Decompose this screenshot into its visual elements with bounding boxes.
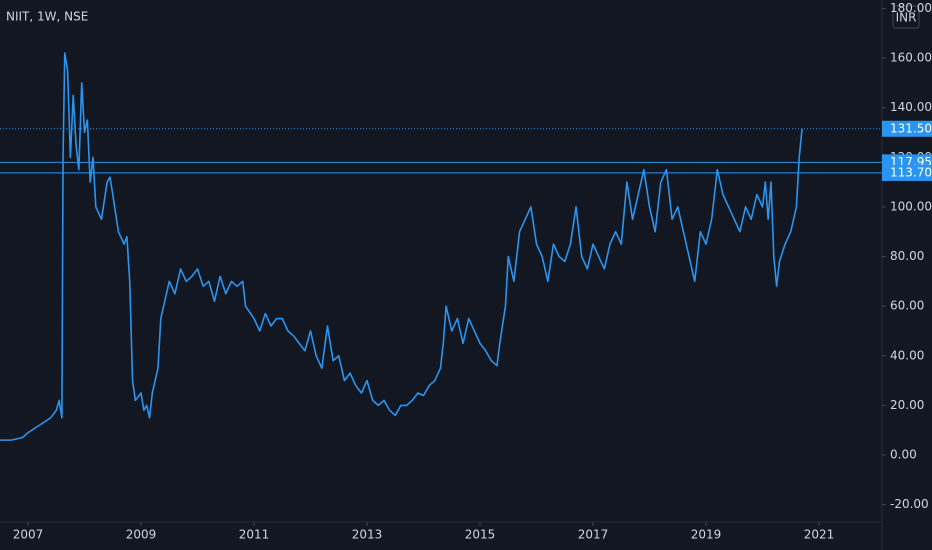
x-tick-label: 2017 (578, 528, 609, 542)
y-tick-label: 80.00 (890, 249, 924, 263)
y-tick-label: 100.00 (890, 199, 932, 213)
y-tick-label: 140.00 (890, 100, 932, 114)
y-tick-label: 160.00 (890, 51, 932, 65)
x-tick-label: 2019 (691, 528, 722, 542)
y-tick-label: 60.00 (890, 299, 924, 313)
price-line (0, 52, 803, 441)
x-tick-label: 2013 (352, 528, 383, 542)
level-label: 113.70 (890, 165, 932, 179)
x-tick-label: 2007 (13, 528, 44, 542)
x-tick-label: 2009 (126, 528, 157, 542)
y-tick-label: -20.00 (890, 497, 929, 511)
level-label-box (882, 120, 932, 137)
currency-box[interactable] (892, 5, 920, 29)
y-tick-label: 20.00 (890, 398, 924, 412)
x-tick-label: 2011 (239, 528, 270, 542)
level-label-box (882, 164, 932, 181)
y-tick-label: 0.00 (890, 448, 917, 462)
x-tick-label: 2021 (804, 528, 835, 542)
chart-title: NIIT, 1W, NSE (6, 10, 88, 24)
currency[interactable]: INR (896, 11, 917, 25)
y-tick-label: 40.00 (890, 348, 924, 362)
x-tick-label: 2015 (465, 528, 496, 542)
y-tick-label: 180.00 (890, 1, 932, 15)
level-label: 131.50 (890, 121, 932, 135)
